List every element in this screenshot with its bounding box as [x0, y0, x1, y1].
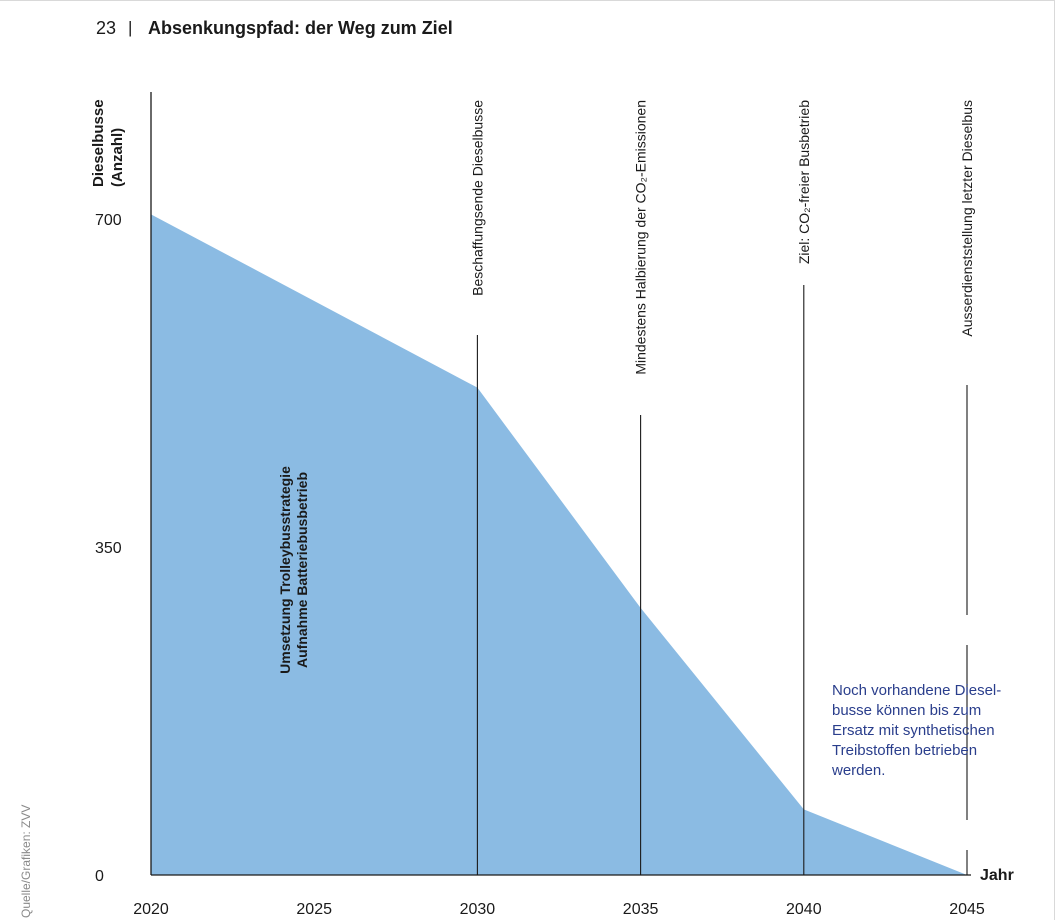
x-tick-label: 2035 — [623, 901, 659, 918]
figure-border-top — [0, 0, 1055, 1]
title-separator: | — [128, 18, 132, 37]
y-axis-label: Dieselbusse — [90, 99, 107, 187]
y-tick-label: 350 — [95, 540, 122, 557]
source-note: Quelle/Grafiken: ZVV — [19, 805, 33, 918]
x-tick-label: 2040 — [786, 901, 822, 918]
area-series-0 — [151, 214, 967, 876]
annotation-line: Ersatz mit synthetischen — [832, 722, 995, 739]
milestone-label: Ausserdienststellung letzter Dieselbus — [959, 100, 975, 337]
area-label: Umsetzung Trolleybusstrategie — [277, 466, 293, 674]
area-label: Aufnahme Batteriebusbetrieb — [294, 472, 310, 668]
annotation-line: Noch vorhandene Diesel- — [832, 682, 1001, 699]
annotation-line: busse können bis zum — [832, 702, 981, 719]
milestone-label: Beschaffungsende Dieselbusse — [469, 100, 485, 296]
annotation-line: Treibstoffen betrieben — [832, 742, 977, 759]
chart-title: Absenkungspfad: der Weg zum Ziel — [148, 18, 453, 38]
milestone-label: Ziel: CO₂-freier Busbetrieb — [796, 100, 812, 264]
x-tick-label: 2030 — [460, 901, 496, 918]
annotation-line: werden. — [831, 762, 885, 779]
y-axis-label: (Anzahl) — [109, 128, 126, 187]
x-tick-label: 2045 — [949, 901, 985, 918]
y-tick-label: 0 — [95, 868, 104, 885]
y-tick-label: 700 — [95, 212, 122, 229]
milestone-label: Mindestens Halbierung der CO₂-Emissionen — [633, 100, 649, 375]
x-tick-label: 2025 — [296, 901, 332, 918]
figure-number: 23 — [96, 18, 116, 38]
x-axis-label: Jahr — [980, 867, 1014, 884]
x-tick-label: 2020 — [133, 901, 169, 918]
